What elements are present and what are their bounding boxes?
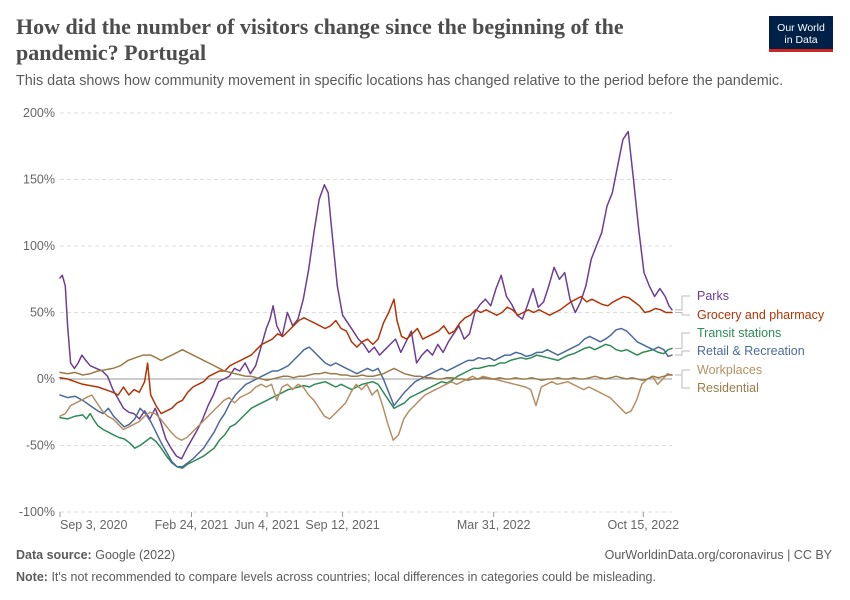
y-tick-label: 0% [37,372,55,386]
owid-logo[interactable]: Our World in Data [769,16,833,52]
x-axis-tick-labels: Sep 3, 2020 Feb 24, 2021 Jun 4, 2021 Sep 12… [59,512,679,532]
legend-label-grocery-and-pharmacy[interactable]: Grocery and pharmacy [697,308,825,322]
x-tick-label: Jun 4, 2021 [234,518,299,532]
legend-label-residential[interactable]: Residential [697,381,759,395]
series-line-residential[interactable] [59,348,673,382]
chart-note: Note: It's not recommended to compare le… [16,570,656,584]
grid-lines [60,112,672,513]
note-text: It's not recommended to compare levels a… [51,570,656,584]
logo-line-1: Our World [777,21,825,34]
line-chart: -100% -50% 0% 50% 100% 150% 200% Sep 3, 2020 Fe… [19,106,825,532]
y-tick-label: 50% [30,306,55,320]
chart-subtitle: This data shows how community movement i… [16,73,784,89]
series-line-grocery-and-pharmacy[interactable] [59,295,673,415]
legend-connector [675,332,690,349]
legend: Parks Grocery and pharmacy Transit station… [675,289,825,395]
data-source: Data source: Google (2022) [16,548,175,562]
x-tick-label: Oct 15, 2022 [607,518,679,532]
y-axis-tick-labels: -100% -50% 0% 50% 100% 150% 200% [19,106,55,519]
y-tick-label: 100% [23,239,55,253]
credit-link[interactable]: OurWorldinData.org/coronavirus | CC BY [604,548,832,562]
logo-line-2: in Data [784,33,818,46]
series-line-transit-stations[interactable] [59,343,673,469]
legend-label-workplaces[interactable]: Workplaces [697,363,762,377]
legend-connector [675,295,690,311]
legend-connector [675,374,690,389]
chart-title: How did the number of visitors change si… [16,14,624,65]
x-tick-label: Mar 31, 2022 [457,518,531,532]
legend-label-parks[interactable]: Parks [697,289,729,303]
legend-connector [675,350,690,356]
data-source-text[interactable]: Google (2022) [95,548,176,562]
y-tick-label: 200% [23,106,55,120]
series-lines [59,130,673,469]
legend-label-retail-recreation[interactable]: Retail & Recreation [697,344,805,358]
series-line-workplaces[interactable] [59,372,673,441]
legend-connector [675,369,690,376]
x-tick-label: Sep 3, 2020 [60,518,127,532]
x-tick-label: Feb 24, 2021 [155,518,229,532]
y-tick-label: 150% [23,173,55,187]
series-line-retail-recreation[interactable] [59,327,673,468]
data-source-label: Data source: [16,548,92,562]
x-tick-label: Sep 12, 2021 [305,518,379,532]
note-label: Note: [16,570,48,584]
series-line-parks[interactable] [59,130,673,460]
y-tick-label: -100% [19,505,55,519]
legend-connector [675,312,690,316]
legend-label-transit-stations[interactable]: Transit stations [697,326,781,340]
y-tick-label: -50% [26,439,55,453]
